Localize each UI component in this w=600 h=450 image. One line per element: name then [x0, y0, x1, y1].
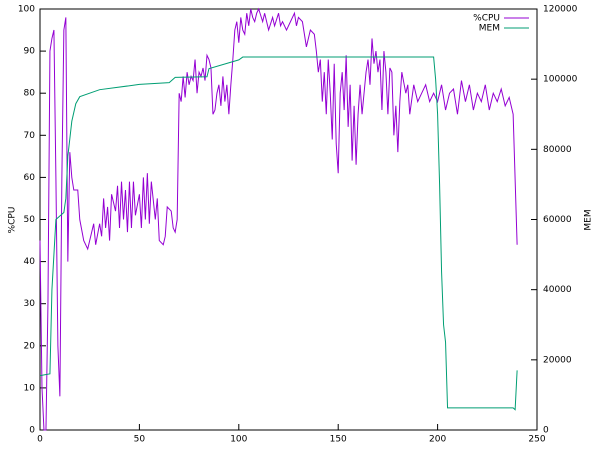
y-tick-label: 60 — [24, 173, 36, 183]
x-tick-label: 200 — [429, 435, 446, 445]
y-tick-label: 40 — [24, 257, 36, 267]
y-tick-label: 10 — [24, 383, 36, 393]
x-tick-label: 100 — [230, 435, 247, 445]
y2-tick-label: 20000 — [543, 355, 572, 365]
y-tick-label: 80 — [24, 89, 36, 99]
y2-tick-label: 60000 — [543, 215, 572, 225]
y-tick-label: 20 — [24, 341, 36, 351]
legend-label: %CPU — [473, 14, 500, 24]
series-line — [39, 7, 518, 431]
plot-frame — [39, 8, 538, 431]
y-tick-label: 90 — [24, 47, 36, 57]
y2-tick-label: 80000 — [543, 145, 572, 155]
x-tick-label: 250 — [528, 435, 545, 445]
series-line — [39, 56, 518, 411]
y-tick-label: 30 — [24, 299, 36, 309]
y-tick-label: 100 — [18, 5, 35, 15]
y-tick-label: 0 — [29, 426, 35, 436]
x-tick-label: 150 — [330, 435, 347, 445]
legend-label: MEM — [479, 24, 500, 34]
x-tick-label: 0 — [37, 435, 43, 445]
y2-tick-label: 120000 — [543, 5, 578, 15]
y-tick-label: 50 — [24, 215, 36, 225]
y-tick-label: 70 — [24, 131, 36, 141]
y2-axis-label: MEM — [584, 209, 594, 230]
x-tick-label: 50 — [134, 435, 146, 445]
y-axis-label: %CPU — [8, 207, 18, 234]
y2-tick-label: 40000 — [543, 285, 572, 295]
y2-tick-label: 100000 — [543, 75, 578, 85]
y2-tick-label: 0 — [543, 426, 549, 436]
